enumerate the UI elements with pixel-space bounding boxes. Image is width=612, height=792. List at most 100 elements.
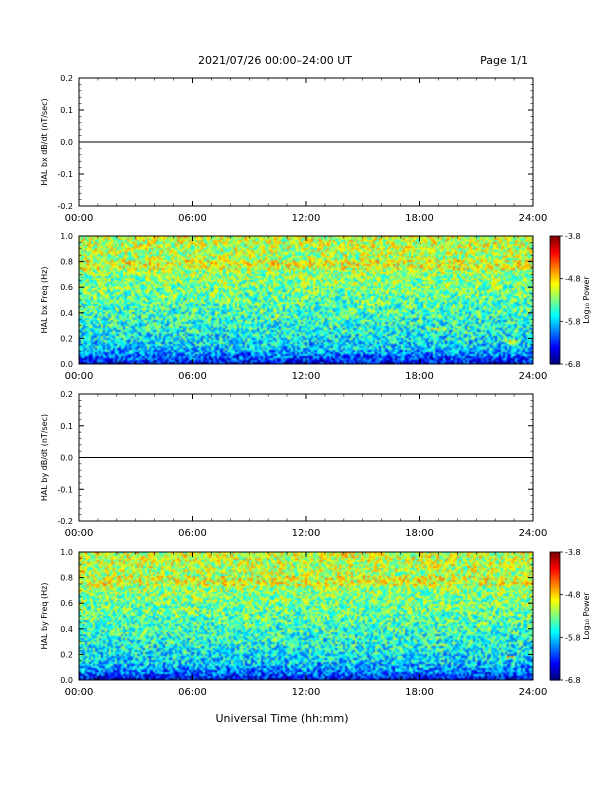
- colorbar-swatch: [550, 596, 560, 600]
- x-tick-label: 12:00: [292, 528, 321, 539]
- panel-bx_spec: -3.8 -4.8 -5.8 -6.8 Log₁₀ Power 00:00 06:00 12:…: [40, 232, 591, 382]
- colorbar-swatch: [550, 594, 560, 598]
- spectrogram-image: [79, 236, 533, 364]
- colorbar-swatch: [550, 667, 560, 670]
- colorbar-swatch: [550, 246, 560, 250]
- colorbar-swatch: [550, 248, 560, 252]
- colorbar-swatch: [550, 592, 560, 596]
- colorbar-swatch: [550, 607, 560, 611]
- colorbar-swatch: [550, 306, 560, 310]
- colorbar-swatch: [550, 297, 560, 301]
- colorbar-swatch: [550, 630, 560, 634]
- x-tick-label: 24:00: [519, 213, 548, 224]
- colorbar-swatch: [550, 250, 560, 254]
- colorbar-swatch: [550, 270, 560, 273]
- colorbar-swatch: [550, 566, 560, 570]
- colorbar-swatch: [550, 253, 560, 256]
- x-tick-label: 24:00: [519, 528, 548, 539]
- colorbar-swatch: [550, 648, 560, 651]
- colorbar-label: Log₁₀ Power: [582, 276, 591, 324]
- y-tick-label: 0.2: [60, 74, 73, 83]
- colorbar-swatch: [550, 669, 560, 673]
- colorbar: -3.8 -4.8 -5.8 -6.8 Log₁₀ Power: [549, 232, 591, 369]
- colorbar-swatch: [550, 673, 560, 677]
- colorbar-swatch: [550, 579, 560, 583]
- colorbar-swatch: [550, 552, 560, 555]
- colorbar-swatch: [550, 675, 560, 679]
- colorbar-swatch: [550, 613, 560, 617]
- x-tick-label: 06:00: [178, 371, 207, 382]
- colorbar-swatch: [550, 244, 560, 248]
- colorbar-swatch: [550, 319, 560, 322]
- x-tick-label: 24:00: [519, 687, 548, 698]
- y-tick-label: 0.2: [60, 650, 73, 659]
- colorbar-swatch: [550, 342, 560, 346]
- colorbar-swatch: [550, 588, 560, 591]
- colorbar-swatch: [550, 556, 560, 559]
- colorbar-swatch: [550, 274, 560, 278]
- colorbar-swatch: [550, 314, 560, 318]
- colorbar-swatch: [550, 584, 560, 587]
- y-tick-label: 0.2: [60, 334, 73, 343]
- colorbar-swatch: [550, 338, 560, 342]
- colorbar-swatch: [550, 308, 560, 312]
- colorbar-swatch: [550, 325, 560, 329]
- colorbar-swatch: [550, 295, 560, 299]
- colorbar-swatch: [550, 357, 560, 361]
- colorbar-swatch: [550, 609, 560, 613]
- colorbar-swatch: [550, 272, 560, 275]
- colorbar-swatch: [550, 287, 560, 290]
- colorbar-swatch: [550, 261, 560, 265]
- colorbar-swatch: [550, 346, 560, 350]
- colorbar-swatch: [550, 569, 560, 572]
- colorbar-swatch: [550, 677, 560, 681]
- y-tick-label: -0.2: [57, 202, 73, 211]
- colorbar-swatch: [550, 654, 560, 658]
- colorbar-swatch: [550, 660, 560, 664]
- colorbar-swatch: [550, 558, 560, 562]
- colorbar-swatch: [550, 349, 560, 352]
- colorbar-swatch: [550, 361, 560, 365]
- x-tick-label: 00:00: [65, 371, 94, 382]
- colorbar-swatch: [550, 323, 560, 327]
- y-axis-title: HAL bx dB/dt (nT/sec): [40, 98, 49, 185]
- colorbar-tick-label: -6.8: [565, 676, 581, 685]
- colorbar-swatch: [550, 652, 560, 655]
- colorbar-swatch: [550, 575, 560, 579]
- x-tick-label: 12:00: [292, 213, 321, 224]
- colorbar-swatch: [550, 581, 560, 585]
- x-tick-label: 00:00: [65, 213, 94, 224]
- colorbar-swatch: [550, 611, 560, 615]
- date-range-title: 2021/07/26 00:00–24:00 UT: [198, 54, 352, 67]
- colorbar-swatch: [550, 603, 560, 606]
- colorbar-swatch: [550, 280, 560, 284]
- colorbar-swatch: [550, 624, 560, 628]
- y-tick-label: 0.1: [60, 106, 73, 115]
- colorbar-swatch: [550, 310, 560, 314]
- colorbar-swatch: [550, 300, 560, 303]
- colorbar-swatch: [550, 285, 560, 288]
- y-tick-label: 1.0: [60, 548, 73, 557]
- y-tick-label: 0.0: [60, 360, 73, 369]
- colorbar-swatch: [550, 302, 560, 305]
- colorbar-swatch: [550, 618, 560, 621]
- colorbar: -3.8 -4.8 -5.8 -6.8 Log₁₀ Power: [549, 548, 591, 685]
- colorbar-tick-label: -3.8: [565, 548, 581, 557]
- colorbar-label: Log₁₀ Power: [582, 592, 591, 640]
- colorbar-swatch: [550, 265, 560, 269]
- colorbar-swatch: [550, 641, 560, 645]
- x-tick-label: 18:00: [405, 687, 434, 698]
- colorbar-swatch: [550, 242, 560, 246]
- colorbar-tick-label: -5.8: [565, 317, 581, 326]
- colorbar-swatch: [550, 329, 560, 333]
- y-tick-label: -0.1: [57, 170, 73, 179]
- colorbar-swatch: [550, 586, 560, 589]
- colorbar-swatch: [550, 620, 560, 623]
- colorbar-swatch: [550, 238, 560, 241]
- colorbar-swatch: [550, 312, 560, 316]
- x-tick-label: 18:00: [405, 371, 434, 382]
- colorbar-swatch: [550, 263, 560, 267]
- colorbar-tick-label: -5.8: [565, 633, 581, 642]
- panels: 00:00 06:00 12:00 18:00 24:00 0.2 0.1 0.0 -0.1 -0…: [40, 74, 591, 698]
- spectrogram-image: [79, 552, 533, 680]
